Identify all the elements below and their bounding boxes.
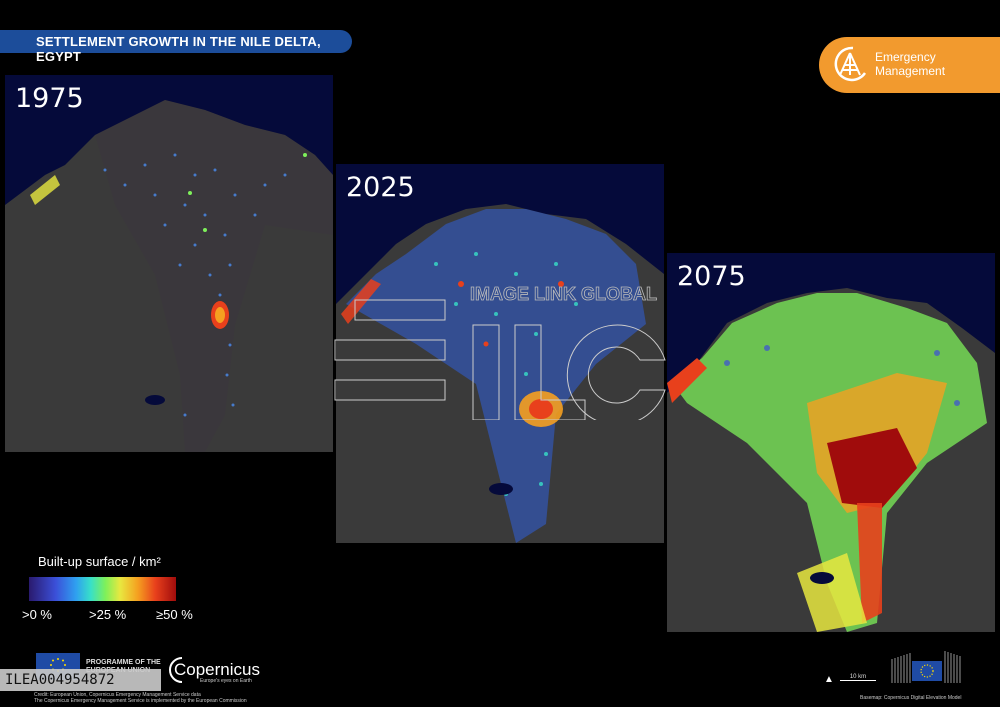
copernicus-tagline: Europe's eyes on Earth	[200, 678, 252, 684]
image-id-badge: ILEA004954872	[0, 669, 161, 691]
emergency-management-badge: Emergency Management	[819, 37, 1000, 93]
badge-line1: Emergency	[875, 50, 936, 64]
north-arrow-icon: ▲	[824, 674, 834, 685]
scale-bar: 10 km	[840, 674, 876, 681]
copernicus-logo-icon	[169, 657, 183, 683]
map-panel-2025: 2025	[336, 164, 664, 543]
image-id: ILEA004954872	[5, 672, 115, 688]
european-commission-logo-icon	[891, 651, 961, 683]
year-label-2075: 2075	[677, 261, 746, 292]
legend-label-min: >0 %	[22, 607, 52, 622]
legend-label-mid: >25 %	[89, 607, 127, 622]
legend-title: Built-up surface / km²	[38, 554, 161, 569]
badge-line2: Management	[875, 64, 946, 78]
year-label-2025: 2025	[346, 172, 415, 203]
credit-line1: Credit: European Union, Copernicus Emerg…	[34, 692, 201, 698]
legend-label-max: ≥50 %	[156, 607, 193, 622]
credit-line2: The Copernicus Emergency Management Serv…	[34, 698, 247, 704]
basemap-credit: Basemap: Copernicus Digital Elevation Mo…	[860, 695, 962, 701]
emergency-management-icon	[834, 46, 867, 82]
programme-line1: PROGRAMME OF THE	[86, 659, 161, 666]
map-panel-1975: 1975	[5, 75, 333, 452]
year-label-1975: 1975	[15, 83, 84, 114]
page-title: SETTLEMENT GROWTH IN THE NILE DELTA, EGY…	[36, 34, 321, 64]
map-panel-2075: 2075	[667, 253, 995, 632]
copernicus-label: Copernicus	[174, 660, 260, 679]
legend-color-bar	[29, 577, 176, 601]
delta-map-2025	[336, 204, 664, 543]
delta-map-1975	[5, 100, 333, 452]
credits: Credit: European Union, Copernicus Emerg…	[34, 692, 247, 704]
delta-map-2075	[667, 288, 995, 632]
title-bar: SETTLEMENT GROWTH IN THE NILE DELTA, EGY…	[0, 30, 352, 64]
